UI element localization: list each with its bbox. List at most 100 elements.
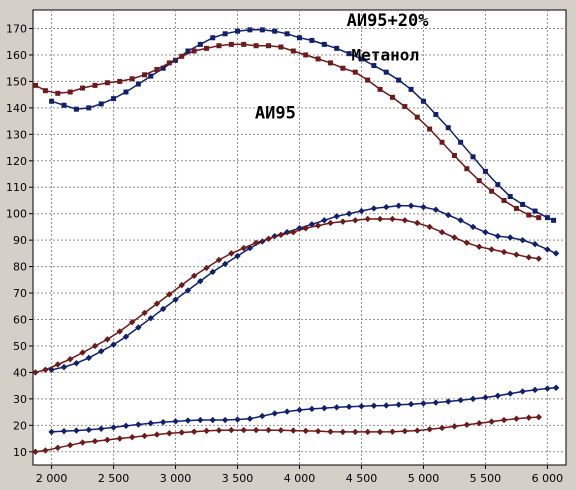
data-point [309,37,315,43]
data-point [209,416,216,424]
data-point [178,429,185,436]
data-point [544,246,551,253]
data-point [407,202,415,209]
data-point [302,427,309,435]
data-point [427,126,433,132]
data-point [389,94,395,100]
series-3 [32,215,542,376]
annotation-label: АИ95 [255,103,296,123]
data-point [513,205,519,211]
data-point [129,76,135,82]
data-point [346,51,352,57]
data-point [358,207,365,215]
grid [33,10,566,465]
data-point [252,426,260,434]
data-point [259,27,265,33]
data-point [265,235,272,243]
y-tick-label: 140 [6,102,27,115]
data-point [463,239,471,246]
data-point [104,336,111,343]
data-point [253,43,259,49]
data-point [544,385,551,392]
data-point [54,444,61,452]
data-point [79,349,86,356]
data-point [531,240,539,248]
y-tick-label: 120 [6,155,27,168]
data-point [513,251,520,258]
data-point [463,421,471,428]
data-point [221,416,229,424]
data-point [97,425,105,432]
data-point [352,69,358,75]
data-point [141,432,148,440]
data-point [500,248,508,256]
data-point [48,428,55,436]
data-point [395,202,402,209]
y-tick-label: 10 [13,446,27,459]
data-point [321,217,328,224]
y-tick-label: 90 [13,234,27,247]
data-point [122,422,130,430]
data-point [482,168,488,174]
data-point [376,215,384,223]
data-point [445,125,451,131]
data-point [128,318,136,326]
data-point [185,48,191,54]
data-point [297,35,302,41]
data-point [507,193,513,199]
data-point [426,426,433,433]
data-point [184,417,192,424]
data-point [489,188,495,194]
data-point [451,423,458,430]
data-point [345,210,353,217]
data-point [439,139,445,145]
data-point [240,244,247,252]
data-point [432,399,440,406]
x-tick-label: 3 000 [160,472,192,485]
data-point [495,182,501,188]
data-point [500,416,508,424]
data-point [365,77,371,83]
data-point [66,441,74,449]
data-point [104,436,111,444]
data-point [240,426,247,434]
data-point [314,222,322,229]
data-point [327,60,333,66]
data-point [296,406,303,414]
data-point [153,431,161,438]
data-point [321,41,327,47]
data-point [469,395,477,403]
data-point [402,104,408,110]
data-point [488,246,495,253]
data-point [314,427,322,435]
x-tick-label: 5 000 [408,472,440,485]
data-point [401,427,409,435]
data-point [61,102,67,108]
annotation-label: АИ95+20% [347,11,430,31]
data-point [414,219,421,227]
data-point [290,229,297,236]
plot-area [32,9,567,466]
data-point [154,67,160,73]
data-point [277,231,285,239]
y-tick-label: 150 [6,75,27,88]
data-point [321,404,328,412]
data-point [277,427,285,434]
data-point [42,447,49,454]
x-tick-label: 4 500 [346,472,378,485]
data-point [160,65,166,71]
data-point [420,98,426,104]
data-point [308,405,316,413]
data-point [552,250,560,257]
data-point [153,300,161,307]
data-point [494,392,502,399]
data-point [203,427,210,435]
data-point [97,348,105,355]
data-point [339,428,347,436]
data-point [215,427,223,434]
data-point [507,390,514,397]
data-point [67,89,73,95]
data-point [370,402,378,409]
data-point [259,412,266,420]
data-point [178,281,185,289]
